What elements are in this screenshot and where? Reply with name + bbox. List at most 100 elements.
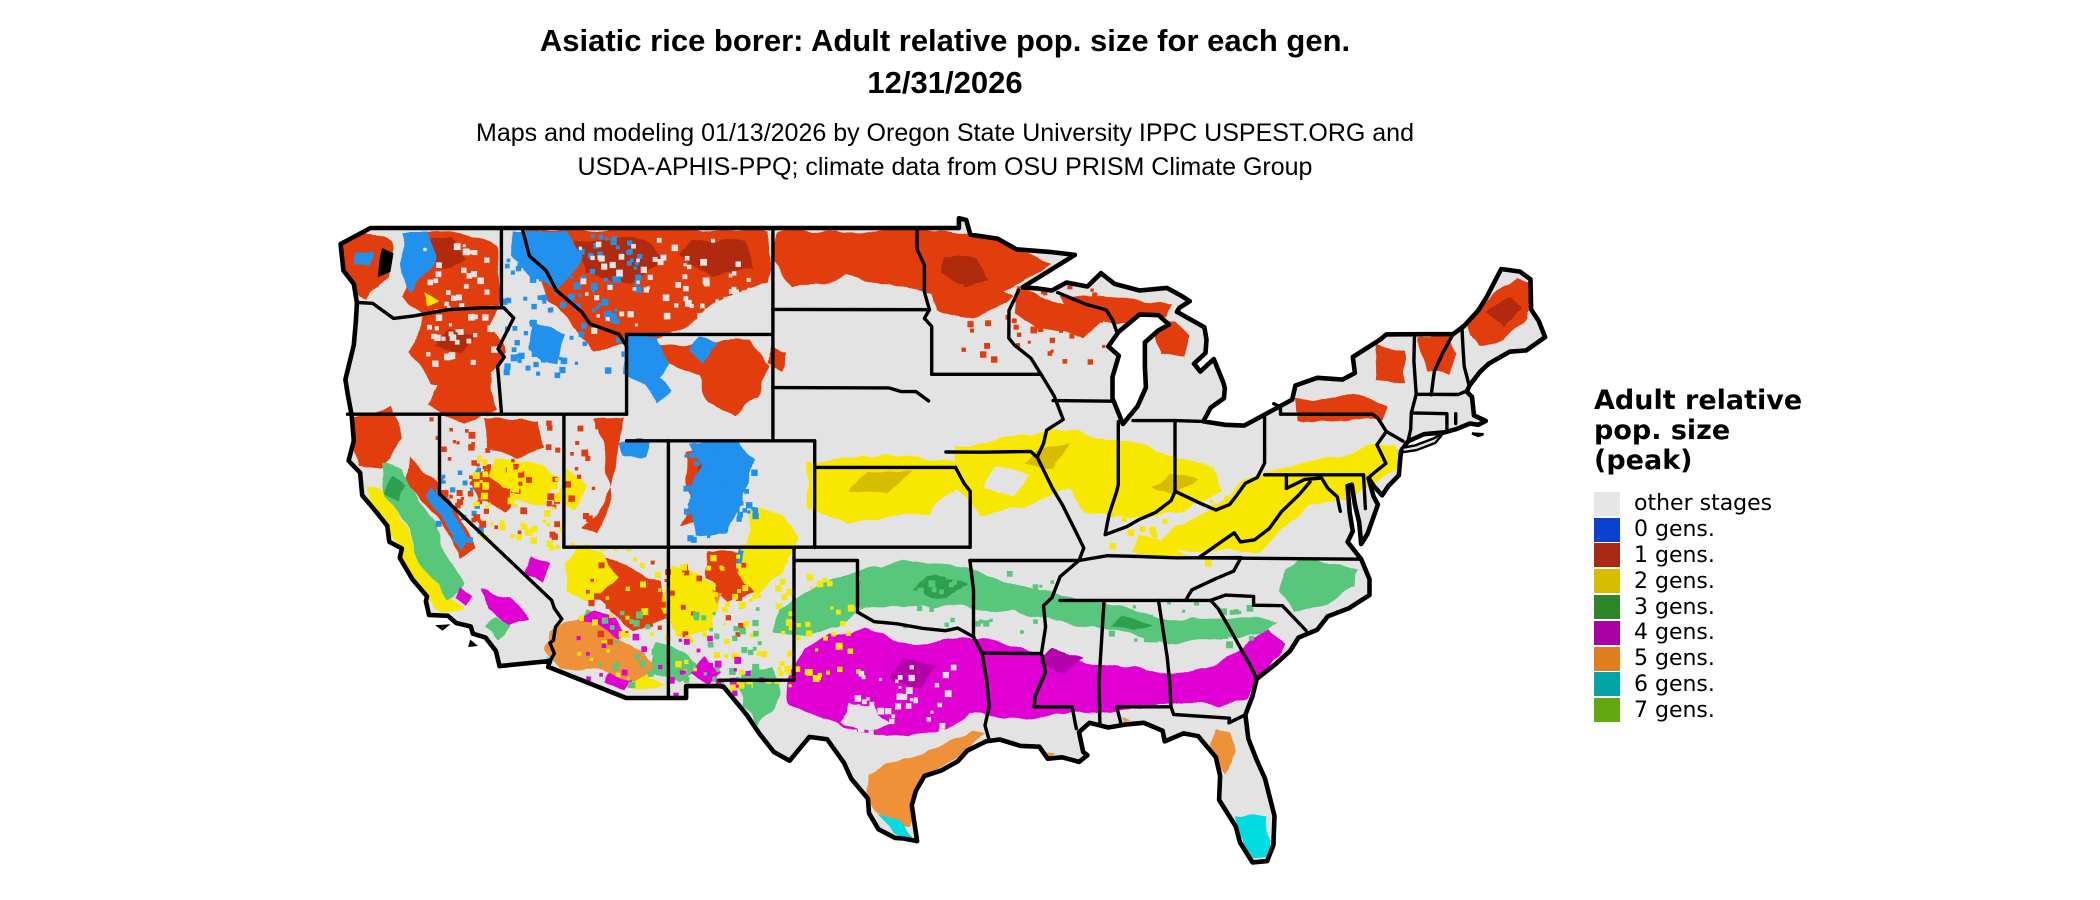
map-speckle [510,534,515,539]
map-speckle [640,563,645,568]
map-speckle [518,418,524,424]
map-speckle [613,640,618,645]
map-speckle [909,697,914,702]
map-speckle [435,435,440,440]
map-region-gen1_dark [679,238,753,276]
map-speckle [696,575,703,582]
map-speckle [469,481,474,486]
map-speckle [1013,324,1019,330]
map-speckle [822,577,827,583]
map-speckle [1132,503,1139,509]
map-speckle [783,559,788,565]
map-speckle [1087,359,1093,365]
map-speckle [512,485,519,493]
map-speckle [606,649,610,653]
map-speckle [1102,344,1106,349]
map-speckle [1046,317,1052,322]
map-speckle [650,632,654,637]
map-speckle [858,670,865,677]
map-speckle [669,590,675,596]
map-speckle [574,467,579,471]
map-speckle [856,704,861,708]
map-speckle [724,638,730,645]
map-speckle [573,282,581,290]
map-speckle [931,587,937,593]
map-speckle [1112,502,1119,508]
map-speckle [1127,529,1135,537]
map-speckle [632,287,637,291]
map-speckle [590,255,595,261]
map-speckle [732,593,738,600]
map-speckle [962,586,970,593]
map-speckle [1016,586,1024,593]
map-speckle [1086,313,1094,321]
map-speckle [779,578,786,585]
map-speckle [874,718,881,725]
map-speckle [928,580,936,588]
map-speckle [1205,631,1211,637]
map-speckle [1016,332,1022,337]
map-speckle [629,602,634,606]
map-speckle [757,594,761,599]
map-speckle [490,522,494,526]
map-region-gen0 [688,337,714,364]
map-speckle [847,648,854,654]
map-speckle [472,250,478,256]
map-speckle [452,440,456,444]
map-speckle [696,648,701,653]
map-speckle [581,449,589,457]
map-speckle [1224,495,1229,500]
map-speckle [1027,313,1032,318]
map-speckle [473,314,478,320]
map-speckle [586,515,593,522]
map-speckle [461,267,467,274]
map-speckle [583,685,590,692]
map-speckle [1220,608,1227,616]
map-speckle [467,537,473,543]
map-speckle [715,306,722,313]
map-speckle [831,631,837,637]
map-speckle [724,482,732,490]
map-speckle [694,461,700,466]
map-speckle [785,619,793,626]
map-speckle [944,690,952,698]
map-speckle [704,308,711,315]
map-speckle [708,451,714,457]
map-speckle [748,649,754,656]
map-speckle [605,317,610,322]
legend-item-0-gens: 0 gens. [1594,517,1914,543]
map-speckle [712,676,718,683]
map-speckle [512,493,519,501]
map-speckle [656,646,664,654]
map-speckle [736,516,742,522]
legend-item-other-stages: other stages [1594,491,1914,517]
map-speckle [724,654,729,659]
map-speckle [1049,337,1056,344]
map-speckle [830,606,834,610]
map-speckle [650,560,655,565]
map-speckle [658,664,663,670]
map-speckle [480,496,484,500]
map-speckle [615,337,621,343]
map-speckle [598,562,605,569]
map-speckle [975,621,981,627]
map-region-gen1 [351,408,404,471]
map-speckle [1143,480,1149,486]
map-speckle [952,580,957,585]
map-speckle [817,672,823,678]
map-speckle [671,622,679,629]
map-speckle [469,487,474,492]
map-speckle [779,661,785,667]
map-speckle [633,620,640,627]
legend-title-line3: (peak) [1594,445,1693,476]
map-speckle [552,476,558,482]
map-speckle [746,502,753,509]
map-speckle [980,587,987,595]
map-speckle [857,725,865,733]
map-speckle [812,675,820,682]
map-speckle [589,657,593,661]
map-speckle [521,524,528,530]
map-speckle [971,307,976,312]
map-speckle [796,623,801,628]
map-speckle [668,677,675,684]
